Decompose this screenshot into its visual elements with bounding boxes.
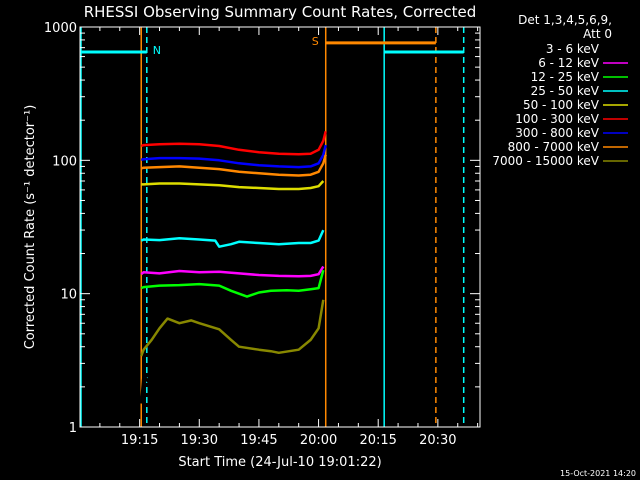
flag-labels: NS [153,35,319,57]
series-lines [139,130,327,414]
series-line-4 [140,229,325,248]
x-tick-label-1: 19:15 [121,433,158,448]
series-line-7 [140,144,327,169]
series-line-2 [140,265,325,278]
y-tick-label-1: 1 [69,421,77,436]
flag-bars [80,41,464,54]
series-line-6 [140,130,327,156]
x-tick-label-6: 20:30 [419,433,456,448]
footer-timestamp: 15-Oct-2021 14:20 [560,469,636,478]
vertical-markers [80,27,465,427]
y-tick-label-3: 100 [52,154,77,169]
legend-label-9: 7000 - 15000 keV [492,154,599,168]
flag-label-s: S [312,35,319,48]
plot-frame [79,26,481,428]
series-line-1 [139,358,325,414]
legend-label-8: 800 - 7000 keV [508,140,600,154]
legend-header-line1: Det 1,3,4,5,6,9, [518,13,612,27]
series-line-5 [141,180,325,191]
legend-label-1: 3 - 6 keV [546,42,600,56]
legend-label-2: 6 - 12 keV [538,56,600,70]
legend-label-6: 100 - 300 keV [515,112,599,126]
series-line-9 [140,299,325,357]
flag-label-n: N [153,44,161,57]
x-axis: 19:15 19:30 19:45 20:00 20:15 20:30 [99,27,479,448]
y-tick-label-2: 10 [60,288,77,303]
x-tick-label-5: 20:15 [359,433,396,448]
legend-label-5: 50 - 100 keV [523,98,600,112]
series-line-8 [140,154,327,177]
series-line-3 [140,269,325,298]
legend-label-7: 300 - 800 keV [515,126,599,140]
y-axis: 1 10 100 1000 [44,21,480,436]
x-tick-label-3: 19:45 [240,433,277,448]
chart-title: RHESSI Observing Summary Count Rates, Co… [84,3,477,21]
y-axis-label: Corrected Count Rate (s⁻¹ detector⁻¹) [23,105,38,350]
x-axis-label: Start Time (24-Jul-10 19:01:22) [178,455,381,470]
y-tick-label-4: 1000 [44,21,77,36]
legend-label-4: 25 - 50 keV [531,84,600,98]
x-tick-label-4: 20:00 [300,433,337,448]
legend-header-line2: Att 0 [583,27,612,41]
x-tick-label-2: 19:30 [181,433,218,448]
legend-label-3: 12 - 25 keV [531,70,600,84]
